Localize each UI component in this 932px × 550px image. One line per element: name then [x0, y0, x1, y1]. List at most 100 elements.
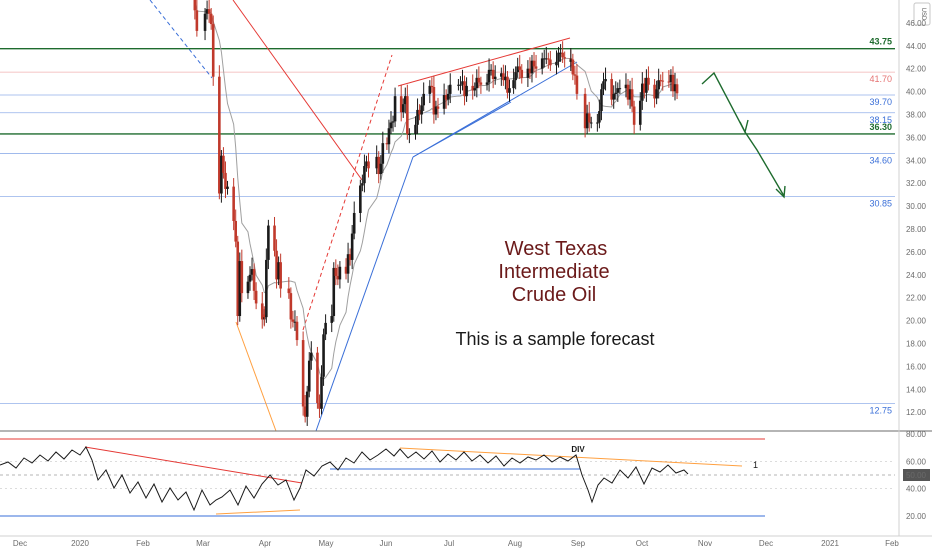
candle-body: [459, 84, 462, 86]
candle-body: [389, 122, 393, 129]
candle-body: [332, 267, 336, 317]
candle-body: [671, 74, 675, 92]
candle-body: [673, 84, 677, 92]
time-axis-labels: Dec 2020 Feb Mar Apr May Jun Jul Aug Sep Oct Nov Dec…: [13, 539, 900, 548]
candle-body: [491, 69, 495, 80]
candle-body: [207, 9, 211, 14]
candle-body: [348, 254, 352, 260]
candle-body: [569, 59, 573, 62]
rsi-marker-label: 1: [753, 460, 758, 470]
candle-body: [489, 69, 493, 71]
candle-body: [657, 80, 660, 90]
level-label: 41.70: [869, 74, 892, 84]
time-tick-label: Dec: [13, 539, 27, 548]
candle-body: [661, 80, 665, 82]
candle-body: [645, 77, 648, 93]
price-tick-label: 40.00: [906, 88, 927, 97]
price-tick-label: 36.00: [906, 133, 927, 142]
candle-body: [334, 267, 338, 276]
candle-body: [473, 88, 477, 91]
candle-body: [475, 77, 479, 89]
annotation-title-line-1: West Texas: [505, 238, 608, 260]
candle-body: [530, 60, 534, 74]
annotation-title-line-2: Intermediate: [498, 261, 609, 283]
candle-body: [463, 81, 466, 97]
candle-body: [252, 269, 256, 291]
candle-body: [224, 172, 227, 189]
candle-body: [596, 122, 599, 124]
candles: [193, 0, 679, 426]
candle-body: [359, 185, 362, 213]
price-tick-label: 38.00: [906, 111, 927, 120]
oscillator-pane: [0, 438, 895, 517]
time-tick-label: Feb: [885, 539, 899, 548]
candle-body: [542, 58, 546, 60]
candle-body: [203, 13, 207, 31]
candle-body: [414, 124, 417, 134]
candle-body: [211, 24, 215, 77]
price-tick-label: 32.00: [906, 179, 927, 188]
price-axis-labels: 12.00 14.00 16.00 18.00 20.00 22.00 24.00 26.00…: [906, 19, 927, 417]
annotation-note: This is a sample forecast: [455, 329, 654, 349]
candle-body: [493, 76, 497, 80]
candle-body: [260, 303, 264, 320]
candle-body: [422, 93, 425, 106]
candle-body: [267, 225, 270, 260]
level-label: 36.30: [869, 122, 892, 132]
price-tick-label: 42.00: [906, 65, 927, 74]
candle-body: [638, 100, 642, 125]
candle-body: [446, 93, 450, 100]
candle-body: [675, 84, 679, 94]
candle-body: [408, 133, 411, 135]
currency-label: USD: [920, 8, 926, 21]
currency-badge[interactable]: [913, 2, 931, 26]
oscillator-trend-line: [399, 447, 743, 467]
candle-body: [428, 85, 432, 94]
candle-body: [485, 82, 489, 85]
candle-body: [559, 52, 562, 54]
candle-body: [263, 314, 266, 318]
time-tick-label: Jul: [444, 539, 454, 548]
time-tick-label: Feb: [136, 539, 150, 548]
candle-body: [667, 81, 671, 83]
candle-body: [479, 82, 483, 85]
oscillator-tick-label: 40.00: [906, 485, 927, 494]
candle-body: [555, 61, 558, 66]
candle-body: [626, 84, 630, 100]
candle-body: [573, 74, 577, 76]
candle-body: [641, 83, 644, 101]
candle-body: [583, 93, 587, 129]
price-tick-label: 44.00: [906, 42, 927, 51]
horizontal-levels: [0, 47, 895, 405]
candle-body: [365, 161, 368, 167]
candle-body: [352, 212, 356, 234]
candle-body: [587, 113, 591, 123]
level-label: 38.15: [869, 115, 892, 125]
trend-line: [235, 321, 277, 432]
candle-body: [238, 261, 242, 317]
candle-body: [604, 79, 607, 82]
candle-body: [526, 68, 530, 78]
candle-body: [504, 76, 507, 81]
candle-body: [234, 220, 237, 242]
candle-body: [610, 79, 613, 100]
candle-body: [220, 155, 223, 194]
candle-body: [344, 266, 348, 274]
time-tick-label: Aug: [508, 539, 522, 548]
candle-body: [246, 281, 250, 294]
price-tick-label: 28.00: [906, 225, 927, 234]
candle-body: [307, 360, 311, 392]
candle-body: [571, 59, 575, 75]
candle-body: [549, 59, 552, 66]
candle-body: [277, 262, 280, 280]
candle-body: [361, 183, 364, 186]
candle-body: [547, 58, 550, 60]
candle-body: [393, 96, 397, 122]
trend-line: [232, 0, 363, 181]
candle-body: [385, 143, 389, 145]
candle-body: [444, 95, 448, 100]
candle-body: [291, 319, 295, 322]
candle-body: [265, 259, 268, 318]
